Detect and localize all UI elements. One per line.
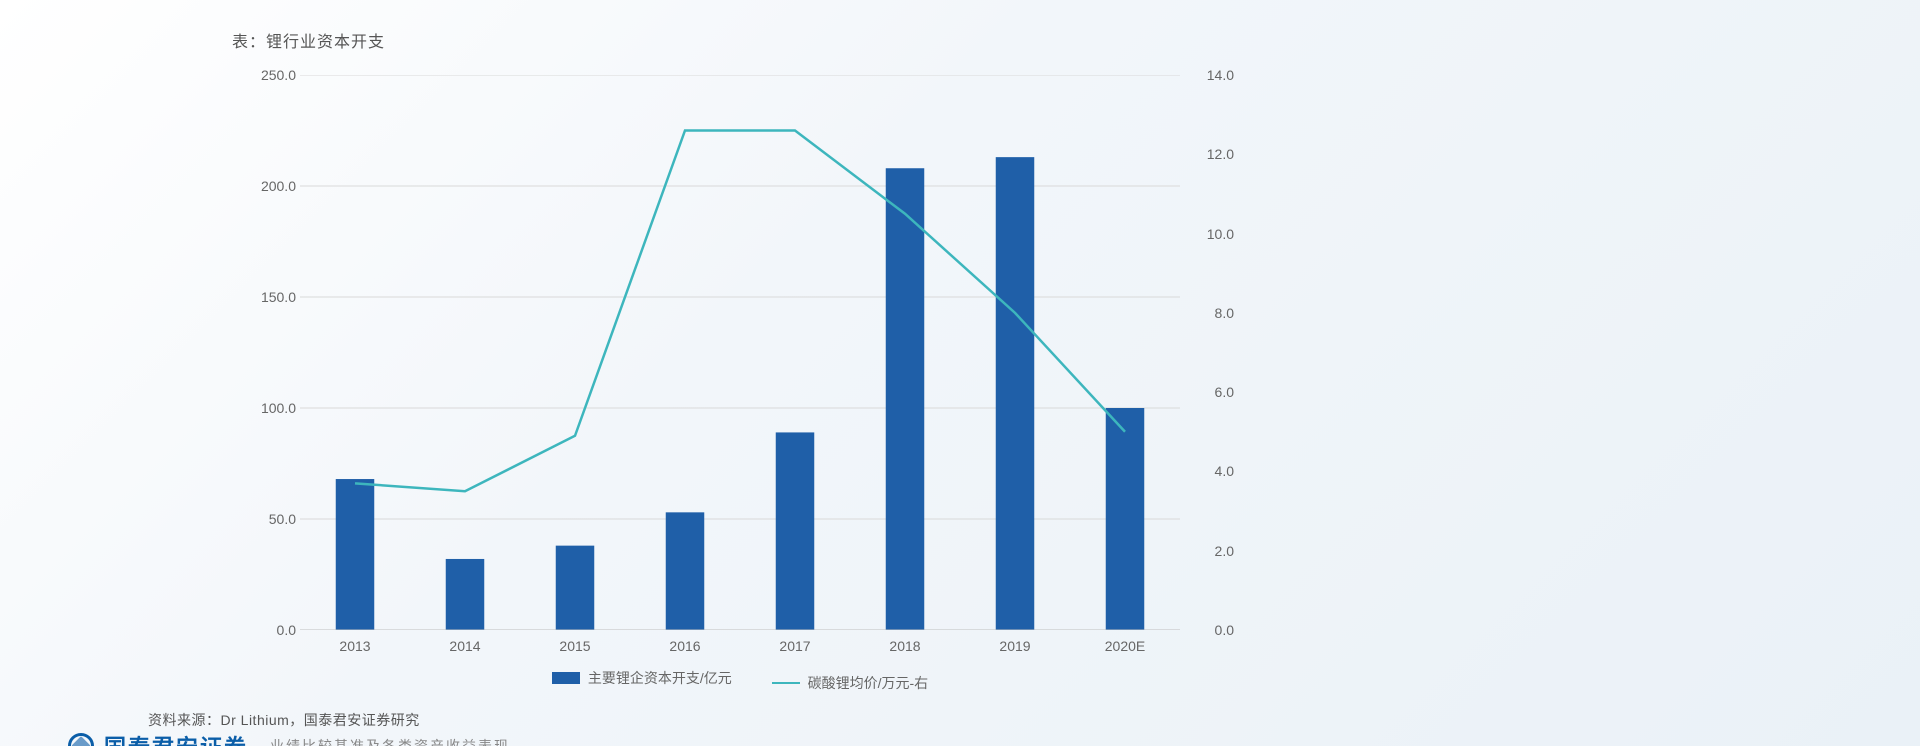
- chart-title: 表：锂行业资本开支: [232, 28, 385, 52]
- logo-subtitle: 业绩比较基准及各类资产收益表现: [270, 736, 510, 746]
- bar: [446, 559, 485, 630]
- y1-tick-label: 200.0: [248, 178, 296, 194]
- y2-tick-label: 2.0: [1190, 543, 1234, 559]
- x-tick-label: 2020E: [1105, 638, 1145, 654]
- y2-tick-label: 14.0: [1190, 67, 1234, 83]
- chart-plot: [300, 75, 1180, 630]
- bar: [556, 546, 595, 630]
- x-tick-label: 2018: [889, 638, 920, 654]
- bar: [1106, 408, 1145, 630]
- x-tick-label: 2017: [779, 638, 810, 654]
- bar: [336, 479, 375, 630]
- y1-tick-label: 0.0: [248, 622, 296, 638]
- y2-tick-label: 8.0: [1190, 305, 1234, 321]
- legend-swatch-line: [772, 682, 800, 685]
- legend-line-label: 碳酸锂均价/万元-右: [808, 673, 929, 693]
- bar: [666, 512, 705, 630]
- logo-text: 国泰君安证券: [104, 730, 248, 746]
- x-tick-label: 2013: [339, 638, 370, 654]
- x-tick-label: 2014: [449, 638, 480, 654]
- x-tick-label: 2016: [669, 638, 700, 654]
- bar: [996, 157, 1035, 630]
- legend-item-bar: 主要锂企资本开支/亿元: [552, 668, 732, 688]
- bar: [886, 168, 925, 630]
- y1-tick-label: 100.0: [248, 400, 296, 416]
- bar: [776, 432, 815, 630]
- legend-bar-label: 主要锂企资本开支/亿元: [588, 668, 732, 688]
- y2-axis-labels: 0.02.04.06.08.010.012.014.0: [1190, 75, 1234, 630]
- chart-svg: [300, 75, 1180, 630]
- y2-tick-label: 6.0: [1190, 384, 1234, 400]
- x-tick-label: 2015: [559, 638, 590, 654]
- chart-legend: 主要锂企资本开支/亿元 碳酸锂均价/万元-右: [300, 668, 1180, 693]
- source-note: 资料来源：Dr Lithium，国泰君安证券研究: [148, 710, 420, 730]
- y2-tick-label: 12.0: [1190, 146, 1234, 162]
- y2-tick-label: 10.0: [1190, 226, 1234, 242]
- logo-icon: [63, 728, 100, 746]
- y1-tick-label: 150.0: [248, 289, 296, 305]
- y2-tick-label: 4.0: [1190, 463, 1234, 479]
- y1-tick-label: 250.0: [248, 67, 296, 83]
- brand-logo: 国泰君安证券 业绩比较基准及各类资产收益表现: [68, 730, 510, 746]
- x-axis-labels: 2013 2014 2015 2016 2017 2018 2019 2020E: [300, 638, 1180, 658]
- y1-tick-label: 50.0: [248, 511, 296, 527]
- y2-tick-label: 0.0: [1190, 622, 1234, 638]
- x-tick-label: 2019: [999, 638, 1030, 654]
- legend-swatch-bar: [552, 672, 580, 684]
- y1-axis-labels: 0.050.0100.0150.0200.0250.0: [248, 75, 296, 630]
- legend-item-line: 碳酸锂均价/万元-右: [772, 673, 929, 693]
